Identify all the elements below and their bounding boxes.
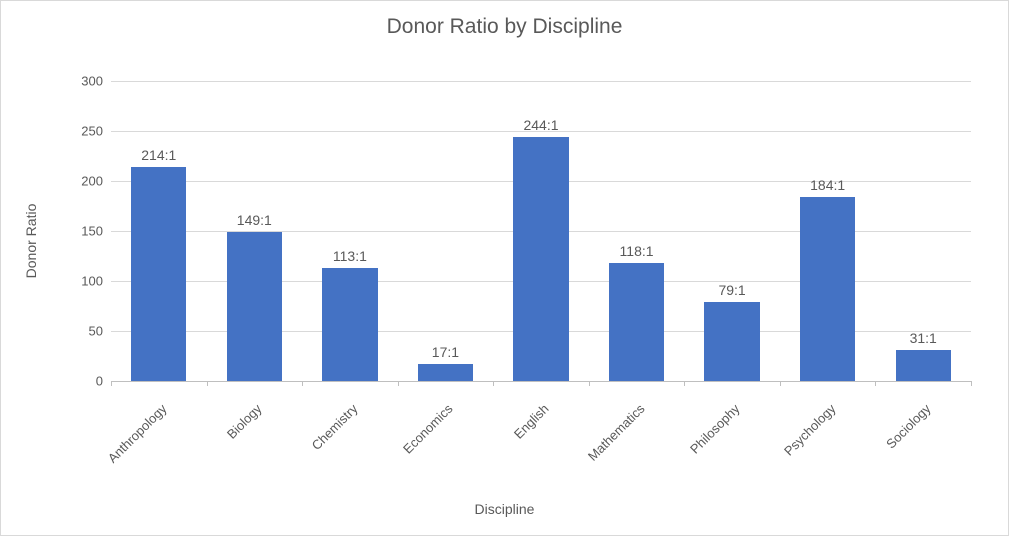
- y-axis-title: Donor Ratio: [23, 204, 39, 279]
- x-tick-label: Sociology: [883, 401, 933, 451]
- y-tick-label: 50: [89, 324, 111, 339]
- x-tick-mark: [589, 381, 590, 386]
- bar-slot: 31:1: [875, 81, 971, 381]
- x-tick-mark: [971, 381, 972, 386]
- bar-data-label: 31:1: [910, 330, 937, 346]
- x-tick-label: Philosophy: [687, 401, 743, 457]
- bar: 79:1: [704, 302, 759, 381]
- x-tick-label: Economics: [400, 401, 456, 457]
- bar: 149:1: [227, 232, 282, 381]
- bar-data-label: 244:1: [523, 117, 558, 133]
- x-axis-title: Discipline: [1, 501, 1008, 517]
- chart-container: Donor Ratio by Discipline Donor Ratio Di…: [0, 0, 1009, 536]
- bar-slot: 184:1: [780, 81, 876, 381]
- x-tick-mark: [875, 381, 876, 386]
- bar: 244:1: [513, 137, 568, 381]
- x-tick-mark: [684, 381, 685, 386]
- x-tick-label: Anthropology: [105, 401, 170, 466]
- bar-slot: 79:1: [684, 81, 780, 381]
- bar-slot: 149:1: [207, 81, 303, 381]
- bar: 214:1: [131, 167, 186, 381]
- bar: 31:1: [896, 350, 951, 381]
- x-tick-mark: [780, 381, 781, 386]
- x-tick-label: Mathematics: [584, 401, 647, 464]
- bar-data-label: 149:1: [237, 212, 272, 228]
- bar-data-label: 113:1: [333, 248, 367, 264]
- bar-slot: 244:1: [493, 81, 589, 381]
- bar-slot: 118:1: [589, 81, 685, 381]
- bar-data-label: 17:1: [432, 344, 459, 360]
- bar: 184:1: [800, 197, 855, 381]
- y-tick-label: 200: [81, 174, 111, 189]
- y-tick-label: 150: [81, 224, 111, 239]
- x-tick-label: English: [511, 401, 552, 442]
- bar: 17:1: [418, 364, 473, 381]
- x-axis-line: [111, 381, 971, 382]
- bar-slot: 214:1: [111, 81, 207, 381]
- bar-data-label: 118:1: [620, 243, 654, 259]
- bar-data-label: 214:1: [141, 147, 176, 163]
- chart-title: Donor Ratio by Discipline: [1, 15, 1008, 39]
- bar-slot: 17:1: [398, 81, 494, 381]
- bar-data-label: 184:1: [810, 177, 845, 193]
- x-tick-mark: [111, 381, 112, 386]
- plot-area: 050100150200250300214:1Anthropology149:1…: [111, 81, 971, 381]
- y-tick-label: 0: [96, 374, 111, 389]
- bar: 113:1: [322, 268, 377, 381]
- bar-slot: 113:1: [302, 81, 398, 381]
- bar: 118:1: [609, 263, 664, 381]
- x-tick-mark: [302, 381, 303, 386]
- y-tick-label: 300: [81, 74, 111, 89]
- x-tick-label: Chemistry: [308, 401, 360, 453]
- y-tick-label: 250: [81, 124, 111, 139]
- x-tick-label: Biology: [224, 401, 265, 442]
- y-tick-label: 100: [81, 274, 111, 289]
- x-tick-label: Psychology: [781, 401, 839, 459]
- bar-data-label: 79:1: [718, 282, 745, 298]
- x-tick-mark: [207, 381, 208, 386]
- x-tick-mark: [493, 381, 494, 386]
- x-tick-mark: [398, 381, 399, 386]
